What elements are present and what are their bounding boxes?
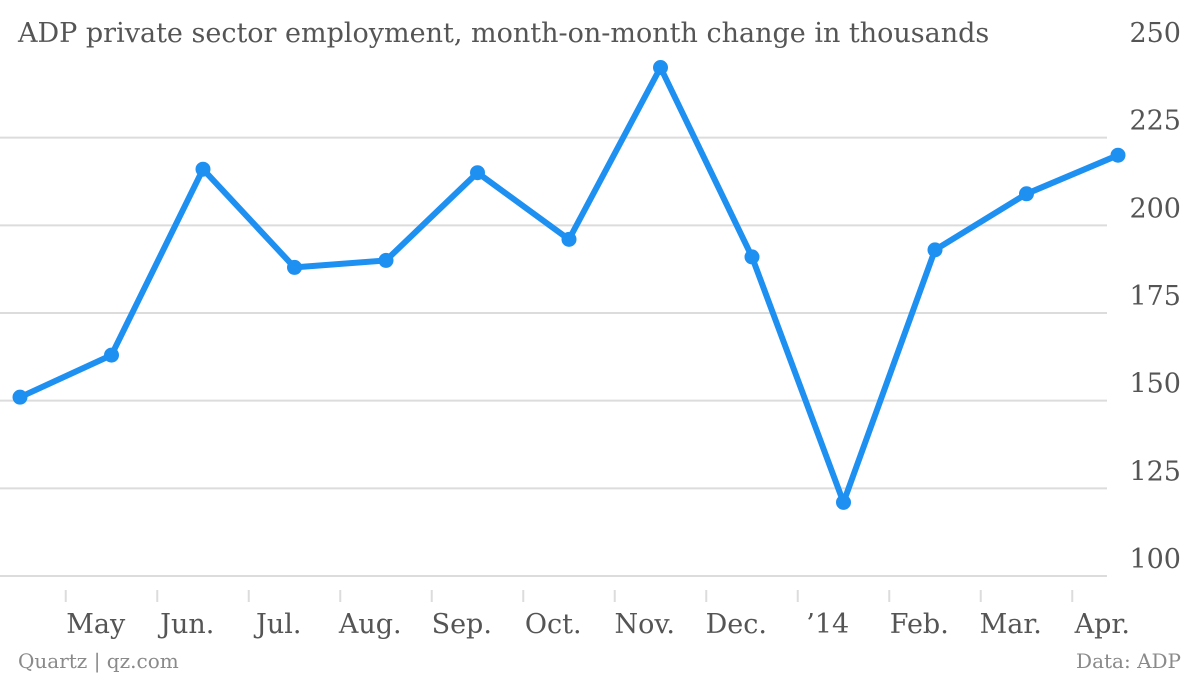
data-point [470,165,485,181]
y-tick-label: 175 [1129,281,1181,312]
data-point [287,259,302,275]
y-tick-label: 225 [1129,106,1181,137]
data-source: Data: ADP [1076,649,1181,673]
y-tick-label: 200 [1129,193,1181,224]
x-tick-label: Oct. [525,609,582,640]
x-tick-label: Aug. [338,609,402,640]
data-point [1019,186,1034,202]
x-tick-label: Jul. [253,609,301,640]
y-tick-layer: 100 125 150 175 200 225 250 [1129,18,1181,575]
data-point [744,249,760,265]
x-tick-label: ’14 [806,609,849,640]
data-point [836,494,851,510]
y-tick-label: 250 [1129,18,1181,49]
data-point [195,161,211,177]
grid-layer [0,136,1107,577]
series-line [17,64,1121,506]
x-tick-label: Feb. [890,609,949,640]
x-tick-label: Nov. [614,609,675,640]
x-tick-label: Jun. [157,609,214,640]
data-point [927,242,943,258]
y-tick-label: 125 [1129,456,1181,487]
data-point [653,60,668,76]
data-point [12,389,28,405]
x-tick-label: Mar. [980,609,1042,640]
chart-title: ADP private sector employment, month-on-… [17,18,989,49]
data-point [378,252,394,268]
x-tick-label: May [66,609,126,640]
x-tick-label: Dec. [706,609,767,640]
data-point [104,347,119,363]
data-point [1110,147,1126,163]
y-tick-label: 100 [1129,544,1181,575]
series-layer [12,60,1126,510]
x-tick-label: Apr. [1074,609,1130,640]
source-credit: Quartz | qz.com [18,649,179,674]
data-point [561,231,577,247]
y-tick-label: 150 [1129,369,1181,400]
x-tick-layer: May Jun. Jul. Aug. Sep. Oct. Nov. Dec. ’14 Feb. Ma… [64,590,1130,640]
x-tick-label: Sep. [432,609,492,640]
